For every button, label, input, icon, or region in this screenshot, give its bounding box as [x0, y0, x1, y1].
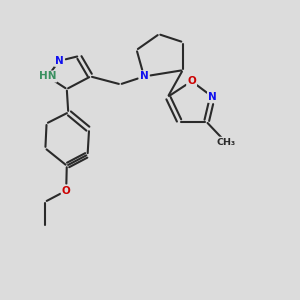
Text: N: N	[208, 92, 217, 102]
Text: O: O	[62, 186, 70, 196]
Text: CH₃: CH₃	[216, 138, 236, 147]
Text: HN: HN	[39, 71, 56, 82]
Text: O: O	[187, 76, 196, 86]
Text: N: N	[140, 71, 148, 82]
Text: N: N	[55, 56, 64, 66]
